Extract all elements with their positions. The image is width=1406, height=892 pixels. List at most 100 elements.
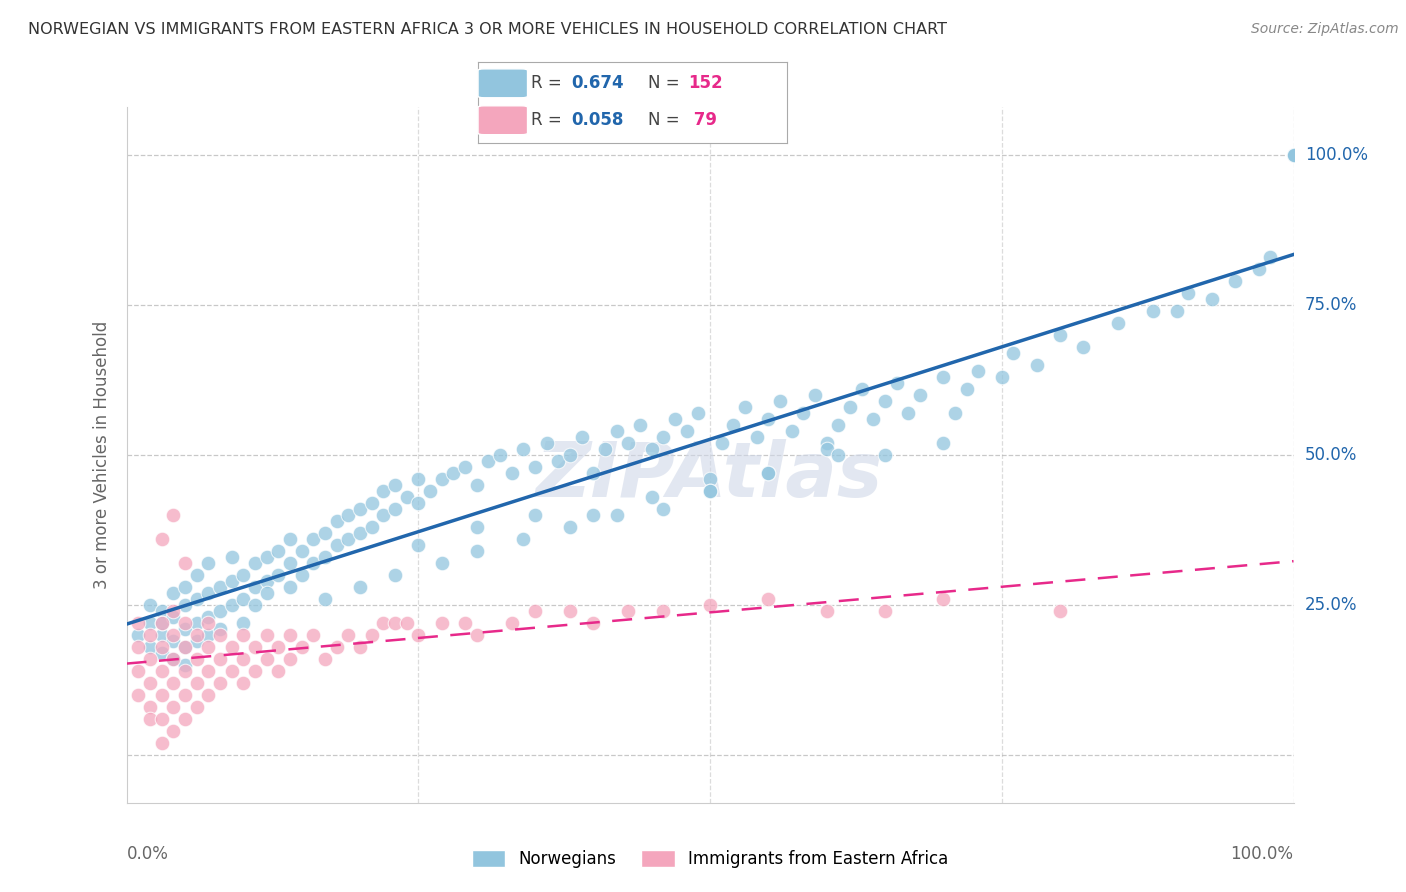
Point xyxy=(197,610,219,624)
Point xyxy=(162,652,184,666)
Point xyxy=(756,466,779,480)
Point xyxy=(932,591,955,606)
Point xyxy=(314,549,336,564)
Point xyxy=(430,615,453,630)
Point xyxy=(1282,148,1305,162)
Point xyxy=(373,483,395,498)
Point xyxy=(150,615,173,630)
Point xyxy=(150,532,173,546)
Text: 79: 79 xyxy=(689,112,717,129)
Point xyxy=(523,459,546,474)
Point xyxy=(150,664,173,678)
Point xyxy=(139,676,162,690)
Point xyxy=(150,604,173,618)
Point xyxy=(699,483,721,498)
Point xyxy=(512,442,534,456)
Point xyxy=(162,610,184,624)
Point xyxy=(408,496,430,510)
Point xyxy=(815,442,838,456)
Point xyxy=(360,628,382,642)
Point xyxy=(477,454,499,468)
Point xyxy=(197,586,219,600)
Point xyxy=(617,604,640,618)
Point xyxy=(523,508,546,522)
Point xyxy=(162,633,184,648)
Point xyxy=(628,417,651,432)
Point xyxy=(699,598,721,612)
Point xyxy=(256,549,278,564)
Point xyxy=(162,586,184,600)
Point xyxy=(267,640,290,654)
Point xyxy=(139,699,162,714)
Point xyxy=(174,688,197,702)
Point xyxy=(232,652,254,666)
Point xyxy=(243,556,266,570)
Point xyxy=(290,544,312,558)
Point xyxy=(325,514,347,528)
Point xyxy=(139,615,162,630)
Point xyxy=(1282,148,1305,162)
Point xyxy=(232,591,254,606)
Point xyxy=(547,454,569,468)
Point xyxy=(1049,328,1071,343)
Point xyxy=(127,688,149,702)
Point xyxy=(756,412,779,426)
Text: 75.0%: 75.0% xyxy=(1305,296,1357,314)
Point xyxy=(314,652,336,666)
Point xyxy=(756,591,779,606)
Text: R =: R = xyxy=(530,74,567,92)
Point xyxy=(501,615,523,630)
Point xyxy=(127,664,149,678)
Point xyxy=(1073,340,1095,354)
Point xyxy=(699,472,721,486)
Point xyxy=(325,640,347,654)
Point xyxy=(174,712,197,726)
Point xyxy=(243,664,266,678)
Point xyxy=(174,622,197,636)
Point xyxy=(186,591,208,606)
Point xyxy=(150,640,173,654)
Text: 100.0%: 100.0% xyxy=(1305,146,1368,164)
Point xyxy=(593,442,616,456)
Point xyxy=(384,502,406,516)
Point xyxy=(278,580,301,594)
Point xyxy=(162,723,184,738)
Point xyxy=(441,466,464,480)
Point xyxy=(1025,358,1047,372)
Text: NORWEGIAN VS IMMIGRANTS FROM EASTERN AFRICA 3 OR MORE VEHICLES IN HOUSEHOLD CORR: NORWEGIAN VS IMMIGRANTS FROM EASTERN AFR… xyxy=(28,22,948,37)
Point xyxy=(465,478,488,492)
Point xyxy=(454,459,477,474)
Point xyxy=(875,604,897,618)
Point xyxy=(408,538,430,552)
Point xyxy=(699,483,721,498)
Point xyxy=(197,664,219,678)
Point xyxy=(232,615,254,630)
Point xyxy=(558,520,581,534)
Point xyxy=(827,448,849,462)
Point xyxy=(174,615,197,630)
Point xyxy=(582,466,605,480)
Point xyxy=(395,615,418,630)
Point xyxy=(839,400,862,414)
Point xyxy=(208,628,231,642)
Point xyxy=(641,442,664,456)
Point xyxy=(162,699,184,714)
Point xyxy=(208,622,231,636)
Point xyxy=(162,604,184,618)
Point xyxy=(967,364,990,378)
Point xyxy=(723,417,745,432)
Point xyxy=(769,393,792,408)
Point xyxy=(582,508,605,522)
Point xyxy=(186,633,208,648)
Point xyxy=(1282,148,1305,162)
Point xyxy=(174,664,197,678)
Point xyxy=(139,628,162,642)
Point xyxy=(536,436,558,450)
Text: 152: 152 xyxy=(689,74,723,92)
Point xyxy=(688,406,710,420)
Point xyxy=(221,664,243,678)
Point xyxy=(1247,262,1270,277)
Point xyxy=(932,436,955,450)
Point xyxy=(501,466,523,480)
Point xyxy=(582,615,605,630)
